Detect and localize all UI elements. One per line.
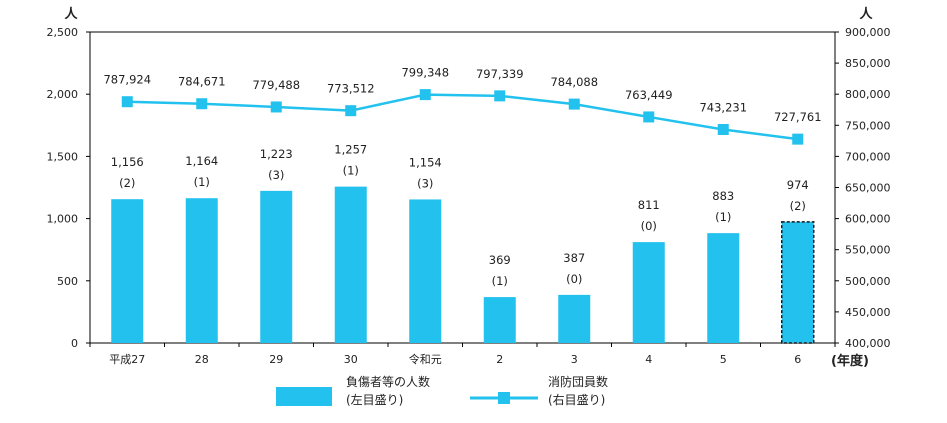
bar: [260, 190, 293, 343]
bar: [111, 199, 144, 343]
x-axis-tick-label: 6: [794, 353, 801, 366]
legend-bar-note: (左目盛り): [346, 392, 403, 407]
bar: [632, 242, 665, 343]
x-axis-tick-label: 令和元: [409, 352, 442, 366]
line-labels: 787,924 784,671 779,488 773,512 799,348 797,3…: [103, 66, 821, 125]
right-axis-tick-label: 800,000: [845, 88, 891, 101]
x-axis-tick-label: 2: [496, 353, 503, 366]
bar-sub-label: (0): [641, 219, 657, 233]
right-axis-tick-label: 900,000: [845, 26, 891, 39]
bar-value-label: 811: [638, 198, 660, 212]
line-point: [568, 98, 580, 110]
line-point: [717, 124, 729, 136]
line-point: [121, 96, 133, 108]
x-axis-tick-label: 4: [645, 353, 652, 366]
bar-sub-label: (0): [566, 272, 582, 286]
legend-bar-swatch: [276, 387, 332, 406]
bar-sub-label: (1): [343, 164, 359, 178]
bar-sub-label: (1): [194, 175, 210, 189]
line-value-label: 797,339: [476, 67, 524, 81]
right-axis-tick-label: 600,000: [845, 213, 891, 226]
right-axis-tick-label: 450,000: [845, 306, 891, 319]
bar-sub-label: (3): [417, 176, 433, 190]
bar-sub-label: (1): [715, 210, 731, 224]
left-axis-tick-label: 0: [71, 337, 78, 350]
line-value-label: 727,761: [774, 110, 822, 124]
x-axis-tick-label: 3: [571, 353, 578, 366]
line-point: [345, 105, 357, 117]
line-point: [643, 111, 655, 123]
right-axis-tick-label: 650,000: [845, 182, 891, 195]
bar: [185, 198, 218, 343]
line-value-label: 799,348: [401, 66, 449, 80]
bar-sub-label: (1): [492, 274, 508, 288]
line-series: [121, 89, 804, 145]
x-axis-tick-label: 28: [195, 353, 209, 366]
line-value-label: 784,671: [178, 75, 226, 89]
x-axis-tick-label: 平成27: [109, 353, 145, 366]
right-axis-tick-label: 750,000: [845, 119, 891, 132]
bar-value-label: 369: [489, 253, 511, 267]
left-axis-tick-label: 1,000: [47, 213, 79, 226]
bar-series: [111, 186, 815, 344]
left-axis-tick-label: 2,500: [47, 26, 79, 39]
bar: [781, 221, 815, 344]
bar-sub-label: (2): [119, 176, 135, 190]
x-axis: 平成27 28 29 30 令和元 2 3 4 5 6: [89, 343, 836, 366]
legend-line-name: 消防団員数: [548, 374, 608, 389]
line-value-label: 743,231: [699, 101, 747, 115]
line-value-label: 773,512: [327, 82, 375, 96]
bar: [483, 297, 516, 343]
right-axis-tick-label: 700,000: [845, 150, 891, 163]
right-axis-tick-label: 850,000: [845, 57, 891, 70]
bar-value-label: 883: [712, 189, 734, 203]
bar-value-label: 387: [563, 251, 585, 265]
right-axis-tick-label: 400,000: [845, 337, 891, 350]
right-axis-tick-label: 500,000: [845, 275, 891, 288]
line-point: [270, 101, 282, 113]
line-point: [196, 98, 208, 110]
x-axis-tick-label: 5: [720, 353, 727, 366]
legend-bar-name: 負傷者等の人数: [346, 374, 430, 389]
bar-value-label: 1,223: [260, 147, 293, 161]
right-axis-tick-label: 550,000: [845, 244, 891, 257]
legend-line-note: (右目盛り): [548, 392, 605, 407]
line-point: [419, 89, 431, 101]
bar-labels: 1,156 (2) 1,164 (1) 1,223 (3) 1,257 (1) 1,154 (3)…: [111, 143, 809, 288]
legend-line-marker: [498, 392, 510, 404]
line-value-label: 779,488: [252, 78, 300, 92]
x-axis-tick-label: 30: [344, 353, 358, 366]
line-value-label: 787,924: [103, 73, 151, 87]
left-axis-tick-label: 500: [57, 275, 78, 288]
bar: [707, 233, 740, 343]
left-axis: 0 500 1,000 1,500 2,000 2,500: [47, 26, 90, 350]
bar-value-label: 1,156: [111, 155, 144, 169]
bar-sub-label: (2): [790, 199, 806, 213]
x-axis-tick-label: 29: [269, 353, 283, 366]
bar: [409, 199, 442, 343]
left-axis-unit: 人: [64, 6, 78, 22]
bar-value-label: 1,164: [185, 154, 218, 168]
right-axis: 400,000 450,000 500,000 550,000 600,000 650,0…: [835, 26, 891, 350]
x-axis-unit: (年度): [831, 353, 869, 369]
left-axis-tick-label: 2,000: [47, 88, 79, 101]
line-point: [792, 133, 804, 145]
right-axis-unit: 人: [859, 6, 873, 22]
line-value-label: 763,449: [625, 88, 673, 102]
bar-value-label: 1,154: [409, 155, 442, 169]
left-axis-tick-label: 1,500: [47, 150, 79, 163]
legend: 負傷者等の人数 (左目盛り) 消防団員数 (右目盛り): [276, 374, 608, 407]
series-line: [127, 93, 798, 141]
bar-value-label: 1,257: [334, 143, 367, 157]
bar-sub-label: (3): [268, 168, 284, 182]
line-value-label: 784,088: [550, 75, 598, 89]
line-point: [494, 90, 506, 102]
bar-value-label: 974: [787, 178, 809, 192]
bar: [334, 186, 367, 343]
bar: [558, 294, 591, 343]
